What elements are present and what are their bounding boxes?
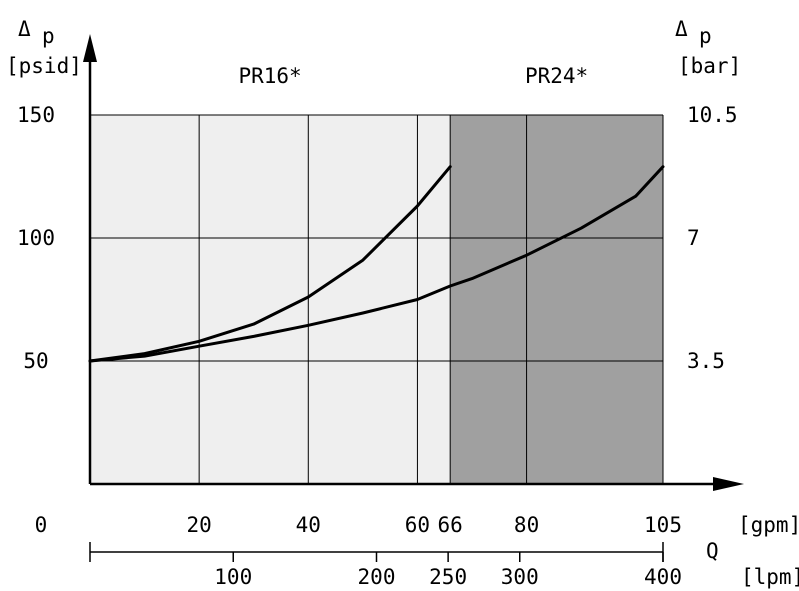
right-axis-delta-symbol: Δ: [675, 17, 688, 41]
left-axis-unit: [psid]: [6, 54, 82, 78]
region-label-1: PR24*: [525, 64, 588, 88]
gpm-tick-label-6: 105: [644, 513, 682, 537]
region-label-0: PR16*: [238, 64, 301, 88]
region-backgrounds: [90, 115, 663, 484]
series-line-1: [88, 165, 665, 363]
x-axis-symbol: Q: [706, 539, 719, 563]
y-axis-arrow: [83, 34, 97, 62]
left-axis-delta-symbol: Δ: [18, 17, 31, 41]
y-tick-label-0: 50: [23, 349, 48, 373]
left-axis-p-label: p: [42, 24, 55, 48]
labels: PR16* PR24* Δ p [psid] 50 100 150 Δ p [bar] 3.5 7 10.…: [6, 17, 799, 589]
lpm-tick-label-2: 250: [429, 565, 467, 589]
gpm-tick-label-2: 40: [296, 513, 321, 537]
region-0: [90, 115, 451, 484]
lpm-tick-label-1: 200: [358, 565, 396, 589]
gpm-tick-label-3: 60: [405, 513, 430, 537]
gpm-tick-label-5: 80: [514, 513, 539, 537]
series-line-0: [88, 165, 452, 363]
lpm-tick-label-0: 100: [214, 565, 252, 589]
y-tick-label-1: 100: [17, 226, 55, 250]
region-1: [450, 115, 663, 484]
gpm-tick-label-4: 66: [438, 513, 463, 537]
right-axis-unit: [bar]: [678, 54, 741, 78]
right-tick-label-1: 7: [687, 226, 700, 250]
x-axis-arrow: [713, 477, 744, 491]
lpm-tick-label-3: 300: [501, 565, 539, 589]
right-axis-p-label: p: [699, 24, 712, 48]
lpm-unit: [lpm]: [741, 565, 799, 589]
lpm-tick-label-4: 400: [644, 565, 682, 589]
right-tick-label-2: 10.5: [687, 103, 738, 127]
y-tick-label-2: 150: [17, 103, 55, 127]
gpm-tick-label-0: 0: [35, 513, 48, 537]
series-lines: [88, 165, 665, 363]
axes: [83, 34, 744, 562]
gpm-tick-label-1: 20: [186, 513, 211, 537]
right-tick-label-0: 3.5: [687, 349, 725, 373]
gpm-unit: [gpm]: [738, 513, 799, 537]
